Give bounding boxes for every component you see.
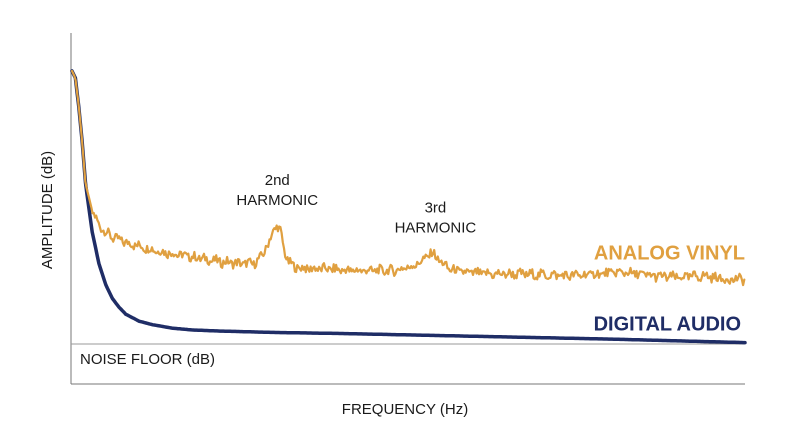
x-axis-label: FREQUENCY (Hz) [342, 401, 468, 418]
series-label-analog-vinyl: ANALOG VINYL [594, 242, 745, 264]
annotation-3rd-line2: HARMONIC [395, 219, 477, 236]
annotation-3rd-line1: 3rd [425, 199, 447, 216]
axes [70, 33, 745, 385]
annotation-2nd-line1: 2nd [265, 172, 290, 189]
noise-floor-label: NOISE FLOOR (dB) [80, 351, 215, 368]
annotation-2nd-harmonic: 2nd HARMONIC [236, 172, 318, 209]
annotation-3rd-harmonic: 3rd HARMONIC [395, 199, 477, 236]
series-label-digital-audio: DIGITAL AUDIO [594, 314, 741, 336]
series-line-analog-vinyl [70, 69, 746, 287]
y-axis-label: AMPLITUDE (dB) [39, 151, 56, 269]
annotation-2nd-line2: HARMONIC [236, 192, 318, 209]
series-line-digital-audio [70, 69, 747, 345]
